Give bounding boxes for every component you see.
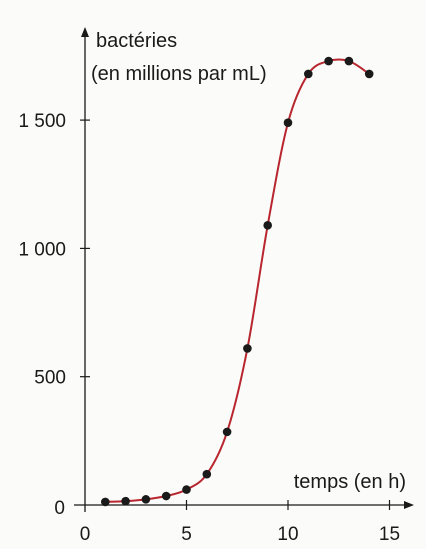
data-point [364,69,374,79]
data-point [161,491,171,501]
axes-layer: 0 5 10 15 500 1 000 1 500 [18,27,414,545]
x-tick-label: 0 [80,524,91,544]
x-axis-arrow [404,501,414,509]
data-point [304,69,313,79]
x-tick-label: 15 [379,524,400,544]
x-tick-label: 10 [277,524,298,544]
data-point [141,495,151,504]
data-point [283,118,293,127]
y-tick-label: 1 500 [18,111,66,132]
origin-label: 0 [54,498,65,519]
data-point [121,496,130,506]
data-point [202,469,212,479]
curve-layer [105,58,370,503]
x-axis-label: temps (en h) [294,471,406,493]
y-tick-label: 500 [34,368,66,389]
y-axis-label-line2: (en millions par mL) [91,63,267,85]
y-axis-label-line1: bactéries [96,30,177,52]
fitted-curve [105,58,370,503]
data-point [101,497,110,507]
points-layer [101,56,374,507]
data-point [182,485,191,494]
data-point [344,56,354,66]
data-point [222,427,232,437]
data-point [263,221,273,230]
y-axis-arrow [81,27,89,37]
y-tick-label: 1 000 [18,239,66,260]
data-point [243,344,252,353]
x-tick-label: 5 [181,524,192,544]
data-point [324,56,333,66]
